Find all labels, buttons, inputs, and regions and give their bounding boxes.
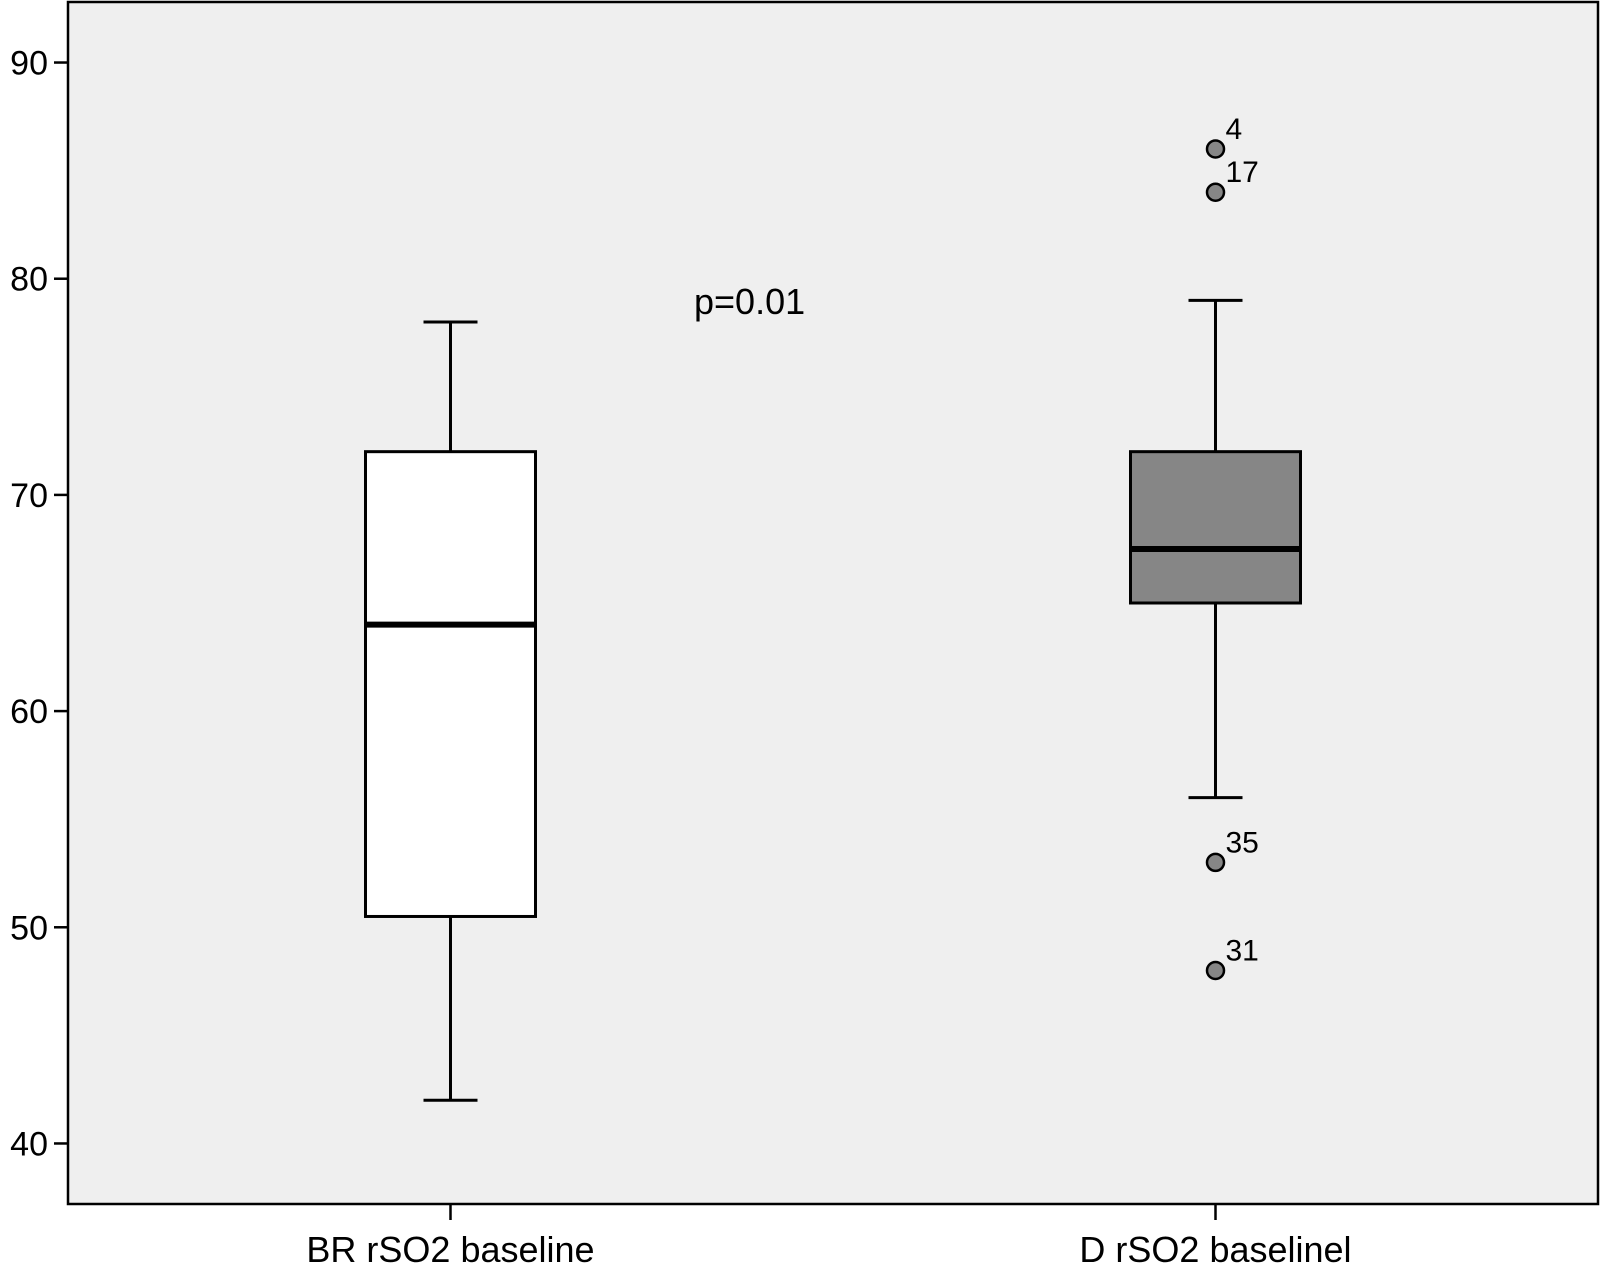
box-2-outlier-4 — [1205, 139, 1226, 159]
y-tick-label-40: 40 — [10, 1125, 48, 1163]
box-1-iqr-box — [364, 450, 537, 918]
x-category-label-1: BR rSO2 baseline — [306, 1229, 594, 1270]
box-2-outlier-label-4: 4 — [1226, 113, 1243, 146]
box-2-outlier-35 — [1205, 852, 1226, 873]
y-tick-label-60: 60 — [10, 693, 48, 731]
box-2-outlier-label-17: 17 — [1226, 156, 1259, 189]
box-2-outlier-17 — [1205, 182, 1226, 202]
plot-area — [66, 0, 1600, 1206]
box-2: 4 17 35 31 — [1129, 113, 1302, 981]
boxes: 4 17 35 31 — [364, 113, 1302, 1102]
box-2-outlier-label-35: 35 — [1226, 826, 1259, 859]
x-category-label-2: D rSO2 baselinel — [1079, 1229, 1351, 1270]
x-axis: BR rSO2 baseline D rSO2 baselinel — [306, 1204, 1352, 1270]
p-value-annotation: p=0.01 — [694, 281, 805, 322]
y-tick-label-80: 80 — [10, 261, 48, 299]
box-2-iqr-box — [1129, 450, 1302, 605]
box-2-outlier-label-31: 31 — [1226, 935, 1259, 968]
y-tick-label-50: 50 — [10, 909, 48, 947]
box-2-outlier-31 — [1205, 960, 1226, 981]
y-axis: 40 50 60 70 80 90 — [10, 45, 68, 1163]
y-tick-label-70: 70 — [10, 477, 48, 515]
box-1 — [364, 320, 537, 1102]
y-tick-label-90: 90 — [10, 45, 48, 83]
